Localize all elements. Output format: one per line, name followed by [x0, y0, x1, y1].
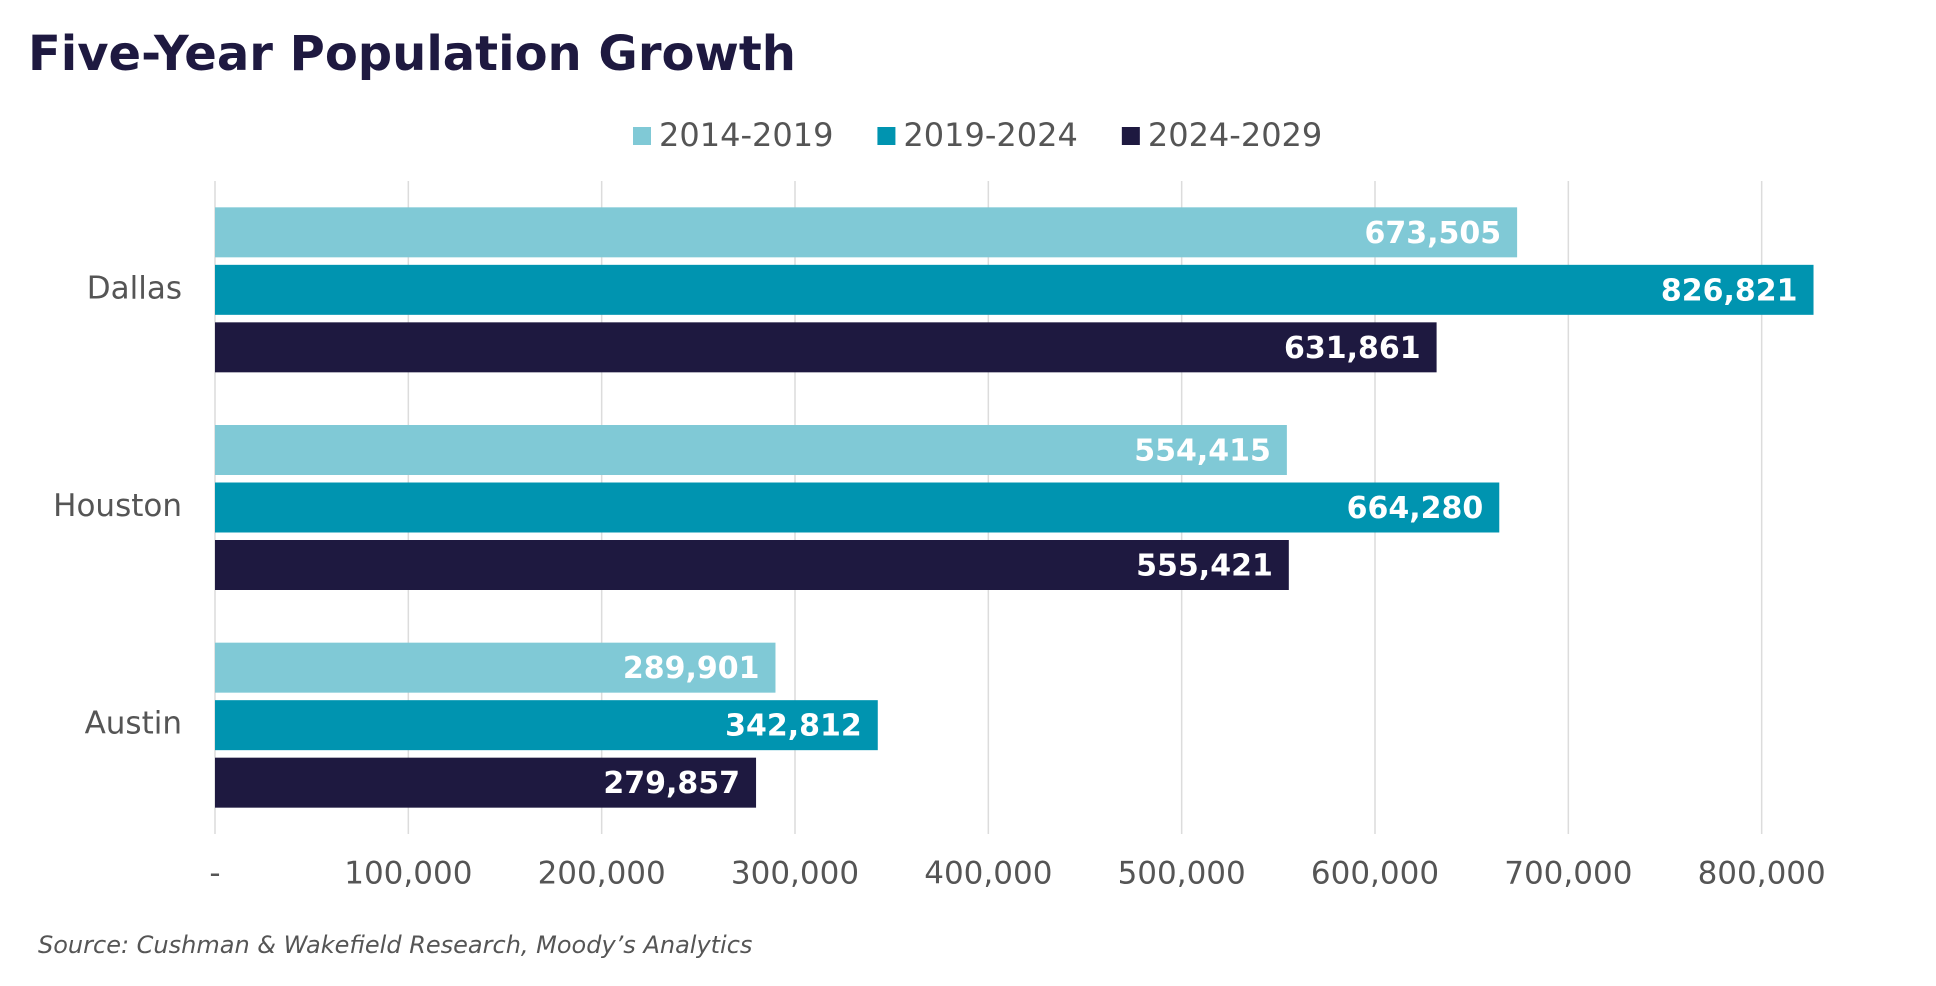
- bar: [215, 642, 776, 693]
- x-tick-label: 800,000: [1698, 856, 1826, 892]
- legend-swatch: [1121, 127, 1140, 145]
- bar: [215, 264, 1814, 315]
- data-label: 342,812: [725, 709, 862, 744]
- data-label: 664,280: [1347, 491, 1484, 526]
- legend-swatch: [633, 127, 651, 145]
- y-tick-label: Austin: [85, 706, 182, 742]
- data-label: 631,861: [1284, 331, 1421, 366]
- x-tick-label: 100,000: [344, 856, 472, 892]
- y-tick-label: Dallas: [87, 270, 182, 306]
- x-tick-label: 700,000: [1504, 856, 1632, 892]
- data-label: 555,421: [1136, 549, 1273, 584]
- legend-label: 2014-2019: [659, 116, 833, 154]
- source-note: Source: Cushman & Wakefield Research, Mo…: [38, 931, 752, 959]
- chart-title: Five-Year Population Growth: [28, 26, 796, 82]
- y-tick-label: Houston: [53, 488, 182, 524]
- data-label: 826,821: [1661, 273, 1798, 308]
- legend-label: 2019-2024: [903, 116, 1077, 154]
- data-label: 279,857: [603, 766, 740, 801]
- legend-swatch: [877, 127, 896, 145]
- data-label: 673,505: [1364, 216, 1501, 251]
- x-tick-label: -: [209, 856, 220, 892]
- x-tick-label: 200,000: [538, 856, 666, 892]
- bar: [215, 757, 757, 808]
- bar: [215, 322, 1437, 373]
- x-tick-label: 600,000: [1311, 856, 1439, 892]
- bar: [215, 425, 1287, 475]
- bar: [215, 700, 878, 751]
- data-label: 289,901: [623, 651, 760, 686]
- bar: [215, 482, 1500, 533]
- legend-label: 2024-2029: [1148, 116, 1322, 154]
- data-label: 554,415: [1134, 434, 1271, 469]
- bar: [215, 207, 1518, 258]
- x-tick-label: 300,000: [731, 856, 859, 892]
- x-tick-label: 400,000: [924, 856, 1052, 892]
- bar: [215, 540, 1289, 590]
- x-tick-label: 500,000: [1118, 856, 1246, 892]
